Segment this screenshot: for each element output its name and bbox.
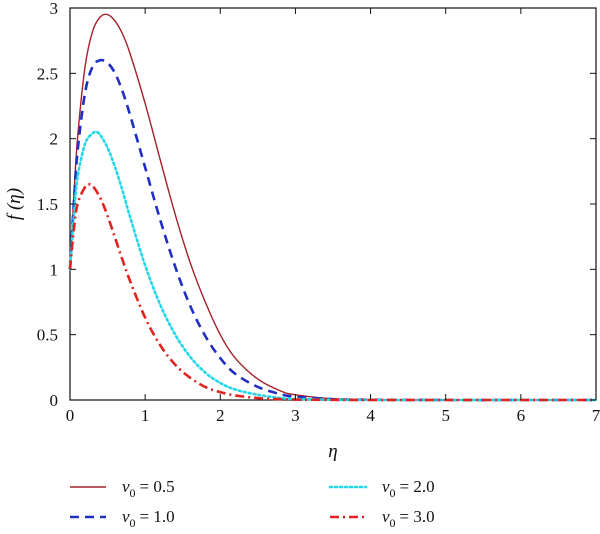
legend-symbol: ν bbox=[122, 507, 130, 526]
legend-value: = 1.0 bbox=[140, 507, 175, 526]
legend-value: = 0.5 bbox=[140, 477, 175, 496]
legend-symbol: ν bbox=[382, 477, 390, 496]
legend-symbol: ν bbox=[382, 507, 390, 526]
y-tick-label: 1.5 bbox=[37, 195, 58, 214]
legend-subscript: 0 bbox=[130, 486, 136, 500]
plot-frame bbox=[69, 7, 597, 401]
x-axis-title: η bbox=[328, 441, 337, 462]
x-tick-label: 2 bbox=[216, 406, 225, 425]
legend-value: = 3.0 bbox=[400, 507, 435, 526]
legend-subscript: 0 bbox=[390, 516, 396, 530]
legend-symbol: ν bbox=[122, 477, 130, 496]
legend-label: ν0 = 0.5 bbox=[122, 477, 175, 500]
legend-subscript: 0 bbox=[130, 516, 136, 530]
y-tick-label: 0 bbox=[50, 391, 59, 410]
x-tick-label: 0 bbox=[66, 406, 75, 425]
legend-value: = 2.0 bbox=[400, 477, 435, 496]
legend-item: ν0 = 0.5 bbox=[70, 477, 175, 500]
legend-subscript: 0 bbox=[390, 486, 396, 500]
legend: ν0 = 0.5ν0 = 1.0ν0 = 2.0ν0 = 3.0 bbox=[70, 477, 435, 530]
y-axis-title: f (η) bbox=[4, 188, 25, 220]
x-tick-label: 4 bbox=[366, 406, 375, 425]
series-line-1 bbox=[69, 13, 596, 401]
legend-label: ν0 = 3.0 bbox=[382, 507, 435, 530]
y-tick-label: 2.5 bbox=[37, 64, 58, 83]
legend-label: ν0 = 2.0 bbox=[382, 477, 435, 500]
y-tick-label: 2 bbox=[50, 130, 59, 149]
series-line-3 bbox=[68, 130, 598, 402]
y-tick-label: 0.5 bbox=[37, 326, 58, 345]
series-layer bbox=[68, 13, 598, 402]
legend-item: ν0 = 1.0 bbox=[70, 507, 175, 530]
y-tick-label: 1 bbox=[50, 260, 59, 279]
legend-item: ν0 = 3.0 bbox=[330, 507, 435, 530]
y-tick-label: 3 bbox=[50, 0, 59, 18]
x-tick-label: 6 bbox=[517, 406, 526, 425]
plot-area: 0 1 2 3 4 5 6 7 0 0.5 1 1.5 2 2.5 3 bbox=[37, 0, 600, 425]
x-tick-label: 3 bbox=[291, 406, 300, 425]
x-tick-label: 1 bbox=[141, 406, 150, 425]
series-line-2 bbox=[68, 58, 596, 402]
x-tick-label: 5 bbox=[441, 406, 450, 425]
legend-item: ν0 = 2.0 bbox=[328, 477, 435, 500]
legend-label: ν0 = 1.0 bbox=[122, 507, 175, 530]
series-line-4 bbox=[68, 182, 596, 402]
x-tick-label: 7 bbox=[592, 406, 600, 425]
tick-layer: 0 1 2 3 4 5 6 7 0 0.5 1 1.5 2 2.5 3 bbox=[37, 0, 600, 425]
